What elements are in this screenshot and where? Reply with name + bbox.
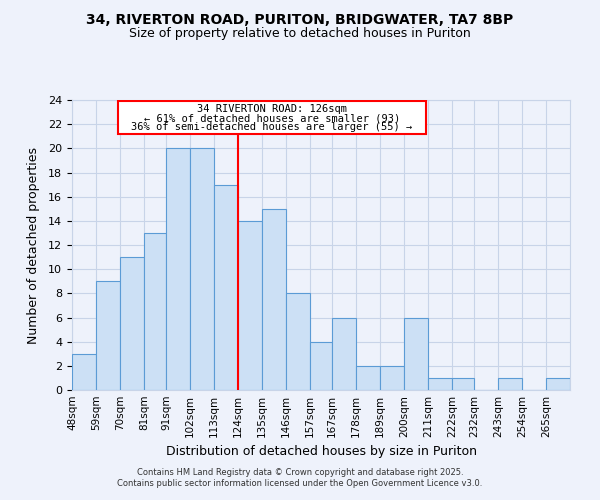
Bar [166,148,190,390]
Bar [262,209,286,390]
Y-axis label: Number of detached properties: Number of detached properties [26,146,40,344]
Bar [96,281,120,390]
Bar [238,221,262,390]
X-axis label: Distribution of detached houses by size in Puriton: Distribution of detached houses by size … [166,446,476,458]
Bar [72,354,96,390]
Text: Contains HM Land Registry data © Crown copyright and database right 2025.
Contai: Contains HM Land Registry data © Crown c… [118,468,482,487]
Bar [428,378,452,390]
Bar [546,378,570,390]
Bar [144,233,166,390]
FancyBboxPatch shape [118,101,426,134]
Text: 34 RIVERTON ROAD: 126sqm: 34 RIVERTON ROAD: 126sqm [197,104,347,114]
Bar [380,366,404,390]
Bar [286,294,310,390]
Text: Size of property relative to detached houses in Puriton: Size of property relative to detached ho… [129,28,471,40]
Bar [214,184,238,390]
Text: ← 61% of detached houses are smaller (93): ← 61% of detached houses are smaller (93… [144,114,400,124]
Bar [120,257,144,390]
Bar [356,366,380,390]
Bar [332,318,356,390]
Bar [498,378,522,390]
Text: 36% of semi-detached houses are larger (55) →: 36% of semi-detached houses are larger (… [131,122,412,132]
Text: 34, RIVERTON ROAD, PURITON, BRIDGWATER, TA7 8BP: 34, RIVERTON ROAD, PURITON, BRIDGWATER, … [86,12,514,26]
Bar [310,342,332,390]
Bar [452,378,474,390]
Bar [190,148,214,390]
Bar [404,318,428,390]
